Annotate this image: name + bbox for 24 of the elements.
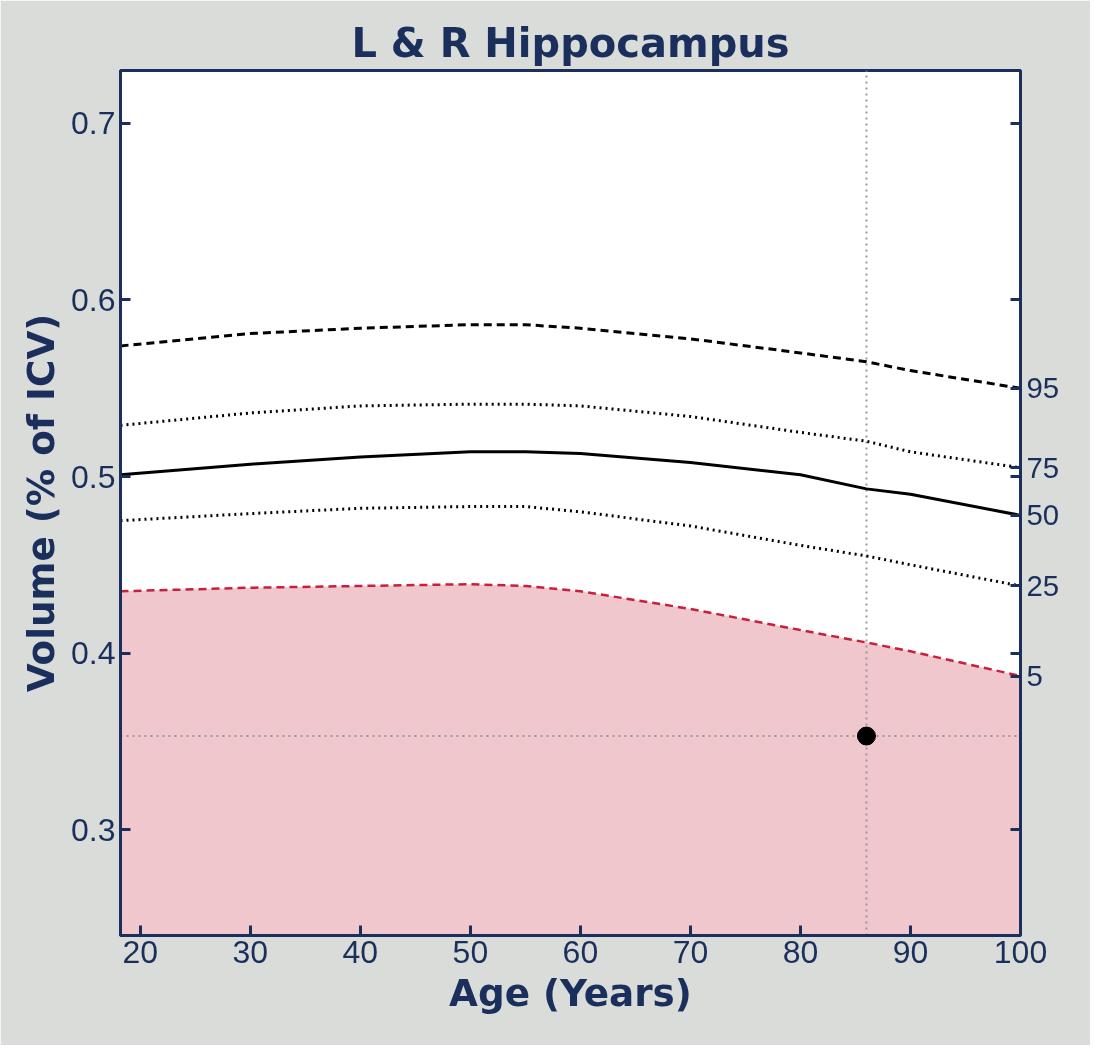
y-tick-label: 0.6 — [71, 281, 116, 318]
x-tick-label: 70 — [672, 933, 709, 970]
line-series — [120, 450, 1021, 517]
x-tick-label: 100 — [993, 933, 1048, 970]
text: 75 — [1026, 450, 1060, 484]
text: 5 — [1026, 659, 1043, 692]
line-series — [120, 323, 1021, 390]
text: 50 — [1026, 498, 1060, 532]
x-axis-title: Age (Years) — [449, 970, 692, 1015]
text: 95 — [1026, 371, 1060, 405]
y-tick-label: 0.4 — [71, 635, 116, 672]
text: 25 — [1026, 568, 1060, 602]
x-tick-label: 20 — [122, 933, 159, 970]
x-tick-label: 40 — [342, 933, 379, 970]
chart-title: L & R Hippocampus — [351, 19, 790, 66]
x-tick-label: 50 — [452, 933, 489, 970]
y-tick-label: 0.3 — [71, 811, 116, 848]
x-tick-label: 60 — [562, 933, 599, 970]
y-axis-title: Volume (% of ICV) — [19, 313, 64, 693]
x-tick-label: 90 — [892, 933, 929, 970]
x-tick-label: 30 — [232, 933, 269, 970]
y-tick-label: 0.7 — [71, 105, 116, 142]
y-tick-label: 0.5 — [71, 458, 116, 495]
x-tick-label: 80 — [782, 933, 819, 970]
